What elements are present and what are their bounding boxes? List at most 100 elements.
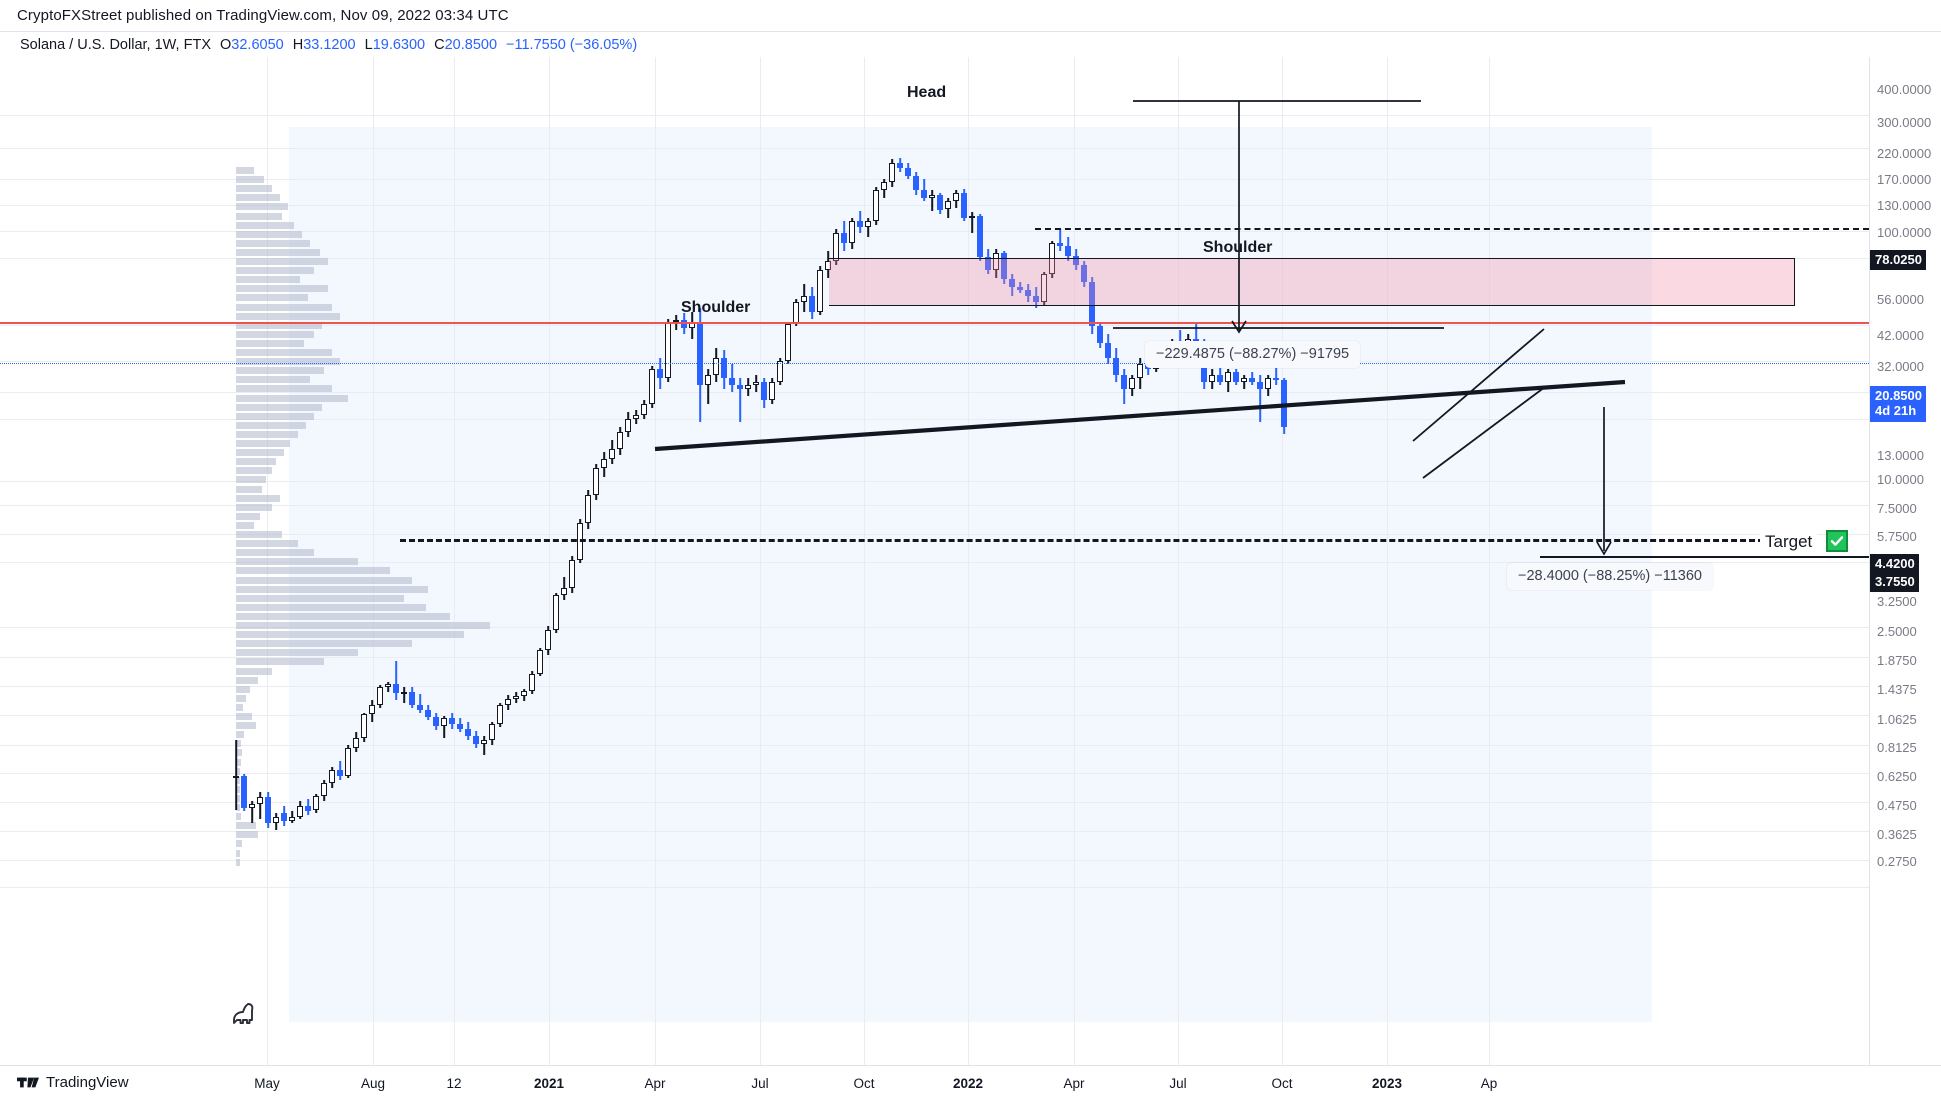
candlestick <box>544 57 552 1065</box>
candlestick <box>1232 57 1240 1065</box>
candle-body <box>248 804 256 808</box>
candlestick <box>1216 57 1224 1065</box>
candlestick <box>1224 57 1232 1065</box>
candlestick <box>384 57 392 1065</box>
candlestick <box>1160 57 1168 1065</box>
price-tick: 220.0000 <box>1877 146 1932 161</box>
candlestick <box>320 57 328 1065</box>
candle-wick <box>251 800 253 824</box>
volume-profile-bar <box>236 212 282 220</box>
horizontal-gridline <box>0 562 1869 563</box>
candle-body <box>744 385 752 389</box>
candlestick <box>1016 57 1024 1065</box>
candle-body <box>320 783 328 796</box>
chart-plot-area[interactable]: Shoulder Head Shoulder −229.4875 (−88.27… <box>0 57 1869 1065</box>
price-tick: 130.0000 <box>1877 198 1932 213</box>
volume-profile-bar <box>236 440 290 447</box>
candle-body <box>488 723 496 740</box>
volume-profile-bar <box>236 267 314 275</box>
candlestick <box>856 57 864 1065</box>
candle-body <box>984 256 992 270</box>
measurement-target-drop[interactable]: −28.4000 (−88.25%) −11360 <box>1507 563 1713 590</box>
candle-body <box>872 189 880 222</box>
time-axis[interactable]: May Aug 12 2021 Apr Jul Oct 2022 Apr Jul Oct 2023 Ap <box>0 1065 1941 1104</box>
candlestick <box>640 57 648 1065</box>
candle-body <box>896 163 904 168</box>
price-axis[interactable]: USD 400.0000300.0000220.0000170.0000130.… <box>1869 31 1941 1065</box>
resistance-zone <box>829 258 1795 306</box>
last-price-tag[interactable]: 20.8500 4d 21h <box>1870 386 1926 422</box>
candlestick <box>1040 57 1048 1065</box>
candlestick <box>576 57 584 1065</box>
ohlc-low: L19.6300 <box>364 36 426 53</box>
resistance-tag[interactable]: 78.0250 <box>1870 250 1926 270</box>
volume-profile-bar <box>236 822 256 830</box>
volume-profile-bar <box>236 685 250 693</box>
time-tick: Oct <box>1271 1076 1293 1091</box>
volume-profile-bar <box>236 740 241 748</box>
candle-body <box>1112 358 1120 376</box>
candlestick <box>864 57 872 1065</box>
vertical-gridline <box>968 57 969 1065</box>
volume-profile-bar <box>236 421 306 429</box>
price-tick: 100.0000 <box>1877 225 1932 240</box>
candlestick <box>592 57 600 1065</box>
candle-body <box>520 691 528 697</box>
tradingview-logo: TradingView <box>17 1074 129 1091</box>
horizontal-gridline <box>0 505 1869 506</box>
candlestick <box>240 57 248 1065</box>
candle-body <box>344 747 352 777</box>
price-tick: 32.0000 <box>1877 359 1924 374</box>
candle-body <box>616 431 624 449</box>
candle-body <box>928 195 936 199</box>
candlestick <box>328 57 336 1065</box>
candle-wick <box>1275 363 1277 386</box>
horizontal-gridline <box>0 115 1869 116</box>
candlestick <box>1104 57 1112 1065</box>
candle-body <box>1240 378 1248 382</box>
target-tag[interactable]: 4.4200 <box>1870 554 1919 574</box>
candlestick <box>608 57 616 1065</box>
candlestick <box>952 57 960 1065</box>
stop-tag[interactable]: 3.7550 <box>1870 572 1919 592</box>
volume-profile-bar <box>236 594 404 602</box>
candlestick <box>680 57 688 1065</box>
label-shoulder-left: Shoulder <box>681 299 751 316</box>
volume-profile-bar <box>236 585 428 593</box>
candle-wick <box>1195 322 1197 348</box>
time-tick: Apr <box>644 1076 666 1091</box>
volume-profile-bar <box>236 203 288 211</box>
vertical-gridline <box>760 57 761 1065</box>
symbol-title[interactable]: Solana / U.S. Dollar, 1W, FTX <box>20 36 211 53</box>
volume-profile-bar <box>236 612 450 620</box>
candlestick <box>456 57 464 1065</box>
candlestick <box>704 57 712 1065</box>
candlestick <box>664 57 672 1065</box>
volume-profile-bar <box>236 840 242 848</box>
volume-profile-bar <box>236 640 412 648</box>
candlestick <box>632 57 640 1065</box>
horizontal-gridline <box>0 887 1869 888</box>
candle-body <box>792 301 800 325</box>
candle-body <box>704 375 712 386</box>
vertical-gridline <box>1074 57 1075 1065</box>
candlestick <box>264 57 272 1065</box>
checkmark-icon[interactable] <box>1826 530 1848 552</box>
candle-body <box>784 324 792 361</box>
time-tick: Jul <box>751 1076 769 1091</box>
volume-profile-bar <box>236 603 426 611</box>
candle-body <box>1088 281 1096 327</box>
candle-body <box>992 252 1000 270</box>
volume-profile-bar <box>236 248 320 256</box>
volume-profile-bar <box>236 385 332 393</box>
candlestick <box>904 57 912 1065</box>
candlestick <box>448 57 456 1065</box>
candle-body <box>768 381 776 400</box>
candlestick <box>1168 57 1176 1065</box>
candle-wick <box>971 212 973 233</box>
measurement-head-drop[interactable]: −229.4875 (−88.27%) −91795 <box>1145 341 1361 368</box>
candlestick <box>1136 57 1144 1065</box>
volume-profile-bar <box>236 758 241 766</box>
candle-body <box>800 295 808 302</box>
candle-wick <box>259 792 261 820</box>
